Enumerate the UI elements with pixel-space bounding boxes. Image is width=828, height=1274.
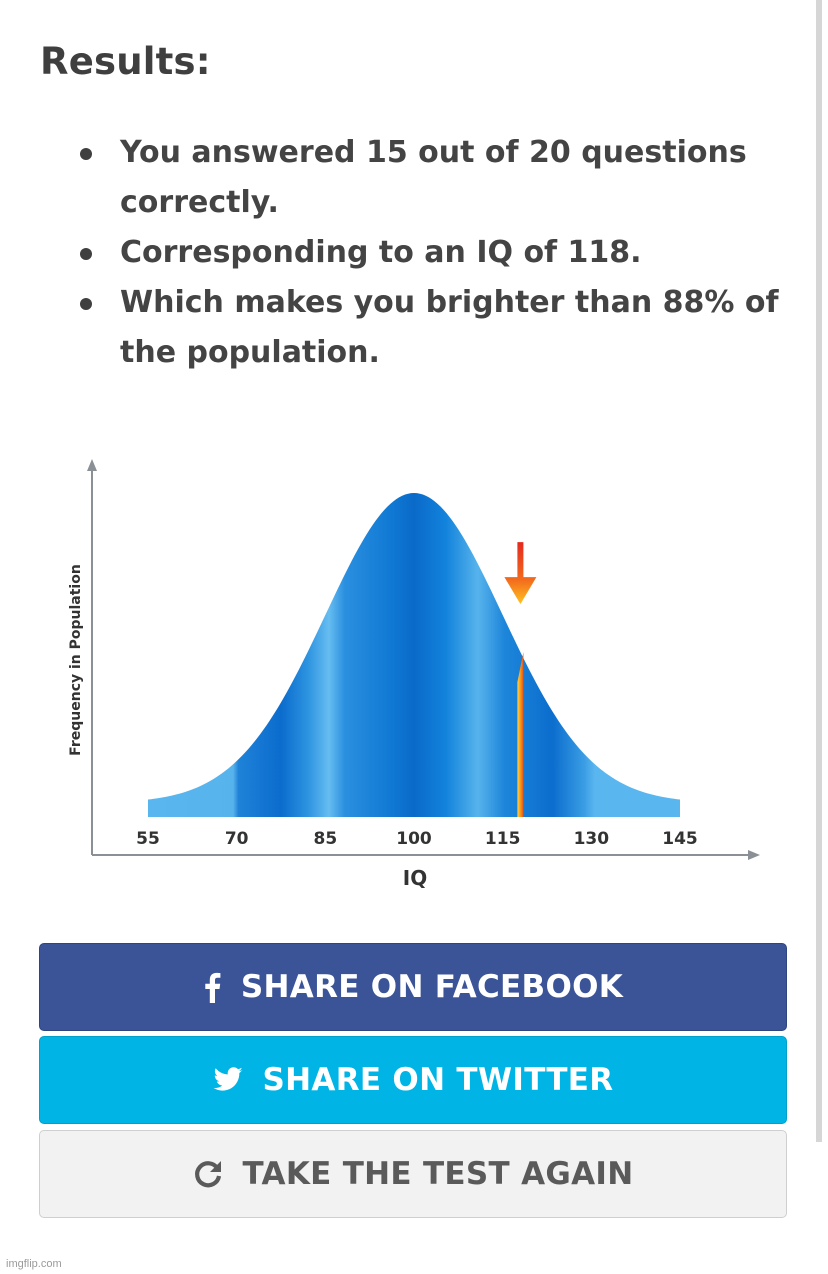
result-text: Which makes you brighter than 88% of the… bbox=[120, 285, 779, 370]
x-axis-label: IQ bbox=[403, 866, 427, 890]
facebook-icon bbox=[203, 971, 221, 1003]
scrollbar-track[interactable] bbox=[816, 0, 822, 1142]
x-tick-label: 85 bbox=[313, 829, 337, 849]
x-tick-label: 130 bbox=[574, 829, 610, 849]
x-tick-labels: 55 70 85 100 115 130 145 bbox=[136, 829, 698, 849]
bullet-icon bbox=[80, 248, 92, 260]
results-list: You answered 15 out of 20 questions corr… bbox=[80, 128, 800, 378]
x-axis bbox=[92, 850, 760, 860]
share-twitter-button[interactable]: SHARE ON TWITTER bbox=[39, 1036, 787, 1124]
x-tick-label: 55 bbox=[136, 829, 160, 849]
y-axis-label: Frequency in Population bbox=[68, 564, 84, 756]
take-test-again-button[interactable]: TAKE THE TEST AGAIN bbox=[39, 1130, 787, 1218]
bullet-icon bbox=[80, 148, 92, 160]
refresh-icon bbox=[193, 1159, 223, 1189]
distribution-curve bbox=[148, 493, 680, 817]
iq-distribution-chart: 55 70 85 100 115 130 145 IQ Frequency in Popul… bbox=[68, 459, 760, 890]
share-facebook-label: SHARE ON FACEBOOK bbox=[240, 969, 624, 1005]
take-test-again-label: TAKE THE TEST AGAIN bbox=[242, 1156, 634, 1192]
twitter-bird-icon bbox=[213, 1067, 243, 1093]
bullet-icon bbox=[80, 298, 92, 310]
score-marker bbox=[504, 542, 537, 817]
watermark: imgflip.com bbox=[6, 1258, 62, 1270]
share-facebook-button[interactable]: SHARE ON FACEBOOK bbox=[39, 943, 787, 1031]
x-tick-label: 145 bbox=[662, 829, 698, 849]
y-axis bbox=[87, 459, 97, 855]
result-iq-score: Corresponding to an IQ of 118. bbox=[80, 228, 800, 278]
x-tick-label: 115 bbox=[485, 829, 520, 849]
results-heading: Results: bbox=[40, 40, 211, 83]
score-marker-line bbox=[517, 652, 524, 817]
result-text: You answered 15 out of 20 questions corr… bbox=[120, 135, 747, 220]
y-axis-arrow-icon bbox=[87, 459, 97, 471]
share-twitter-label: SHARE ON TWITTER bbox=[262, 1062, 614, 1098]
x-tick-label: 70 bbox=[225, 829, 249, 849]
result-percentile: Which makes you brighter than 88% of the… bbox=[80, 278, 800, 378]
arrow-down-icon bbox=[504, 542, 537, 605]
x-axis-arrow-icon bbox=[748, 850, 760, 860]
result-answered-count: You answered 15 out of 20 questions corr… bbox=[80, 128, 800, 228]
x-tick-label: 100 bbox=[396, 829, 432, 849]
result-text: Corresponding to an IQ of 118. bbox=[120, 235, 642, 270]
